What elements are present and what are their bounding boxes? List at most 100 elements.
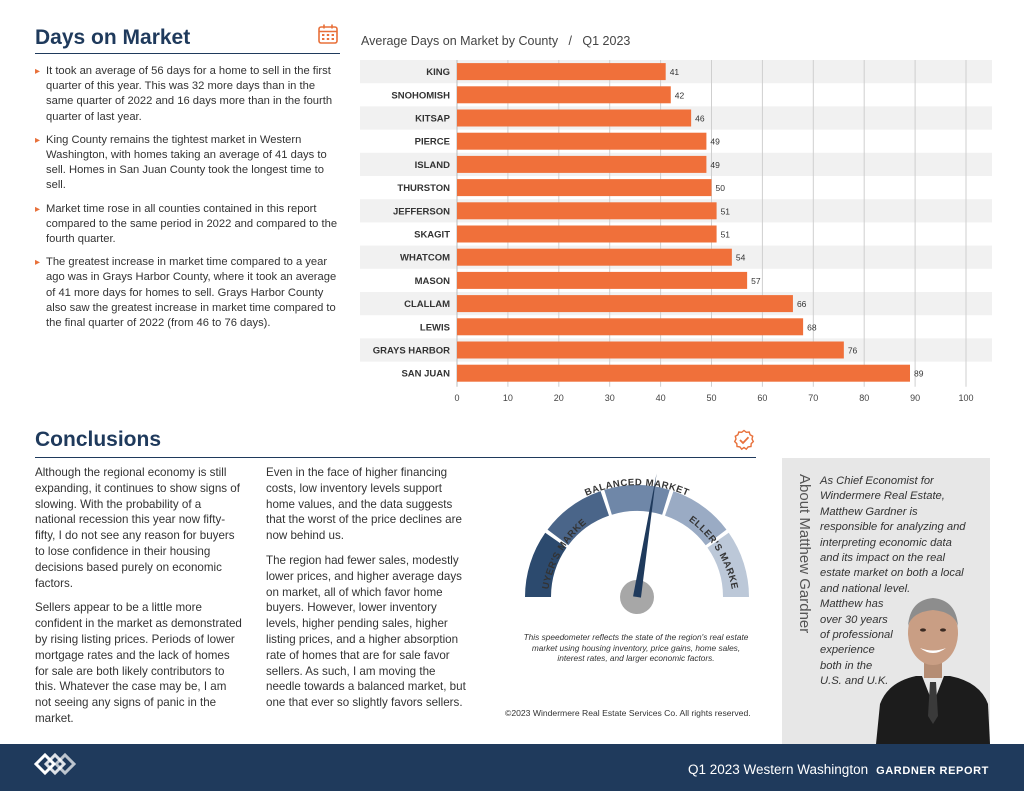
about-line: over 30 years [820,613,888,626]
market-speedometer: BUYER'S MARKET BALANCED MARKET SELLER'S … [500,462,749,614]
gauge-segment [707,532,749,597]
paragraph: Although the regional economy is still e… [35,466,240,590]
title-divider [35,53,340,54]
paragraph: Even in the face of higher financing cos… [266,466,462,543]
title-divider [35,457,756,458]
bar [457,225,717,243]
x-tick-label: 90 [910,393,920,403]
data-label: 89 [914,369,924,379]
paragraph: Sellers appear to be a little more confi… [35,601,242,725]
conclusions-column-2: Even in the face of higher financing cos… [266,465,471,720]
bullet-item: Market time rose in all counties contain… [35,202,343,248]
category-label: THURSTON [397,183,450,194]
category-label: SKAGIT [414,230,450,241]
x-tick-label: 80 [859,393,869,403]
bar [457,155,707,173]
bullet-item: King County remains the tightest market … [35,133,343,194]
bar [457,63,666,81]
category-label: SNOHOMISH [391,90,450,101]
about-line: U.S. and U.K. [820,675,889,688]
about-line: of professional [820,629,893,642]
category-label: WHATCOM [400,253,450,264]
data-label: 46 [695,114,705,124]
category-label: ISLAND [415,160,451,171]
bar [457,364,911,382]
data-label: 76 [848,346,858,356]
bar [457,179,712,197]
x-tick-label: 50 [706,393,716,403]
checkmark-badge-icon [733,429,755,451]
data-label: 54 [736,253,746,263]
about-line: Matthew has [820,598,884,611]
data-label: 66 [797,299,807,309]
category-label: JEFFERSON [393,206,450,217]
conclusions-title: Conclusions [35,428,162,451]
about-line: estate market on both a local [820,567,964,580]
days-on-market-bar-chart: 0 10 20 30 40 50 60 70 80 90 100 KING 41 SNOHOMISH 42 K… [360,60,992,403]
about-line: Windermere Real Estate, [820,490,945,503]
footer-report-period: Q1 2023 Western Washington [687,762,869,777]
bar [457,271,748,289]
days-on-market-bullets: It took an average of 56 days for a home… [35,64,343,339]
bar [457,86,671,104]
x-tick-label: 0 [454,393,459,403]
calendar-icon [318,24,338,44]
category-label: KING [426,67,450,78]
data-label: 68 [807,322,817,332]
category-label: GRAYS HARBOR [373,346,450,357]
bar [457,295,793,313]
footer-text: Q1 2023 Western Washington GARDNER REPORT [688,762,989,777]
x-tick-label: 70 [808,393,818,403]
chart-title-text: Average Days on Market by County [361,34,559,48]
data-label: 50 [716,183,726,193]
conclusions-column-1: Although the regional economy is still e… [35,465,245,736]
category-label: MASON [415,276,451,287]
about-line: and national level. [820,582,911,595]
gauge-segment [547,491,609,546]
data-label: 51 [721,206,731,216]
data-label: 57 [751,276,761,286]
x-tick-label: 30 [605,393,615,403]
category-label: SAN JUAN [401,369,450,380]
bullet-item: It took an average of 56 days for a home… [35,64,343,125]
x-tick-label: 40 [656,393,666,403]
about-heading: About Matthew Gardner [793,474,813,644]
bar [457,318,804,336]
category-label: CLALLAM [404,299,450,310]
x-tick-label: 100 [958,393,973,403]
gauge-needle [633,473,657,598]
bar [457,341,844,359]
about-line: responsible for analyzing and [820,521,966,534]
data-label: 42 [675,90,685,100]
data-label: 51 [721,230,731,240]
data-label: 49 [710,137,720,147]
category-label: LEWIS [420,322,450,333]
bar [457,109,692,127]
category-label: PIERCE [415,137,450,148]
author-portrait [876,598,990,744]
x-tick-label: 60 [757,393,767,403]
bar [457,202,717,220]
about-text: As Chief Economist for Windermere Real E… [820,474,980,690]
paragraph: The region had fewer sales, modestly low… [266,553,466,710]
copyright-notice: ©2023 Windermere Real Estate Services Co… [505,708,751,718]
gauge-segment [665,491,727,546]
about-line: interpreting economic data [820,536,952,549]
data-label: 49 [710,160,720,170]
chart-subtitle: Q1 2023 [582,34,631,48]
x-tick-label: 20 [554,393,564,403]
bar [457,248,732,266]
windermere-logo [34,752,76,776]
x-tick-label: 10 [503,393,513,403]
bullet-item: The greatest increase in market time com… [35,255,343,331]
speedometer-caption: This speedometer reflects the state of t… [523,632,749,663]
about-line: and its impact on the real [820,552,945,565]
gauge-segment [525,532,567,597]
about-line: As Chief Economist for [820,475,934,487]
chart-title: Average Days on Market by County / Q1 20… [361,34,631,48]
about-line: Matthew Gardner is [820,505,918,518]
footer-report-name: GARDNER REPORT [876,765,989,777]
about-line: both in the [820,659,873,672]
footer-bar [0,744,1024,791]
about-heading-text: About Matthew Gardner [796,474,813,634]
